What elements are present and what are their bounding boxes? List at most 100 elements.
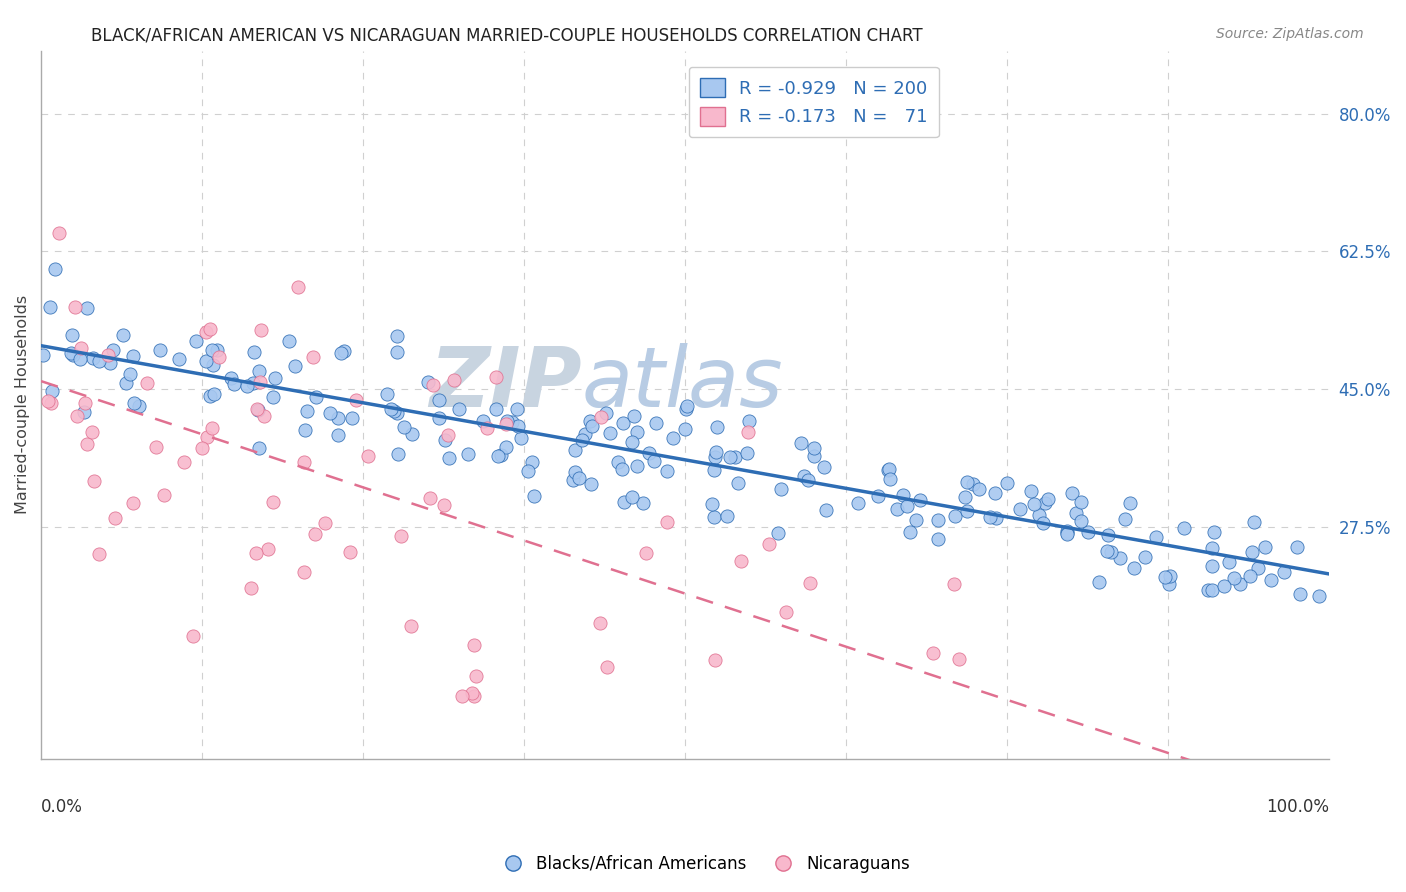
Point bbox=[571, 433, 593, 447]
Point bbox=[620, 434, 643, 449]
Point bbox=[69, 352, 91, 367]
Point bbox=[122, 396, 145, 410]
Point bbox=[737, 445, 759, 459]
Point bbox=[37, 394, 59, 409]
Point bbox=[910, 493, 932, 508]
Point bbox=[433, 498, 456, 512]
Point bbox=[97, 348, 120, 362]
Point bbox=[32, 348, 55, 362]
Point bbox=[704, 450, 727, 464]
Point bbox=[1056, 526, 1078, 541]
Point bbox=[904, 513, 927, 527]
Point bbox=[1099, 545, 1122, 559]
Point bbox=[610, 462, 633, 476]
Point bbox=[247, 441, 270, 455]
Point bbox=[115, 376, 138, 391]
Point bbox=[219, 370, 242, 384]
Point bbox=[1239, 569, 1261, 583]
Point bbox=[962, 476, 984, 491]
Point bbox=[967, 483, 990, 497]
Point bbox=[1243, 515, 1265, 529]
Point bbox=[1201, 583, 1223, 598]
Point bbox=[422, 378, 444, 392]
Text: atlas: atlas bbox=[582, 343, 783, 424]
Point bbox=[245, 546, 267, 560]
Point bbox=[517, 464, 540, 478]
Point bbox=[589, 409, 612, 424]
Point bbox=[495, 414, 517, 428]
Point bbox=[201, 343, 224, 358]
Point bbox=[1087, 574, 1109, 589]
Point bbox=[703, 510, 725, 524]
Point bbox=[995, 476, 1018, 491]
Text: Source: ZipAtlas.com: Source: ZipAtlas.com bbox=[1216, 27, 1364, 41]
Point bbox=[520, 455, 543, 469]
Point bbox=[1109, 550, 1132, 565]
Point bbox=[509, 431, 531, 445]
Point bbox=[167, 351, 190, 366]
Point bbox=[948, 652, 970, 666]
Point bbox=[1247, 560, 1270, 574]
Point bbox=[59, 346, 82, 360]
Point bbox=[803, 450, 825, 464]
Point bbox=[191, 442, 214, 456]
Point bbox=[419, 491, 441, 506]
Point bbox=[149, 343, 172, 358]
Point bbox=[675, 401, 697, 416]
Point bbox=[195, 325, 218, 339]
Point bbox=[1213, 579, 1236, 593]
Point bbox=[48, 226, 70, 240]
Point bbox=[1218, 555, 1240, 569]
Point bbox=[198, 389, 221, 403]
Point bbox=[250, 323, 273, 337]
Point bbox=[83, 474, 105, 488]
Point bbox=[201, 421, 224, 435]
Point bbox=[626, 458, 648, 473]
Point bbox=[813, 459, 835, 474]
Point bbox=[401, 427, 423, 442]
Point bbox=[461, 685, 484, 699]
Y-axis label: Married-couple Households: Married-couple Households bbox=[15, 295, 30, 515]
Point bbox=[329, 346, 352, 360]
Point bbox=[344, 392, 367, 407]
Point bbox=[202, 387, 225, 401]
Point bbox=[599, 425, 621, 440]
Point bbox=[60, 327, 83, 342]
Point bbox=[495, 440, 517, 454]
Point bbox=[262, 495, 284, 509]
Point bbox=[815, 503, 838, 517]
Point bbox=[633, 496, 655, 510]
Point bbox=[737, 425, 759, 439]
Point bbox=[1241, 545, 1264, 559]
Point bbox=[1122, 561, 1144, 575]
Point bbox=[389, 529, 412, 543]
Point bbox=[101, 343, 124, 357]
Point bbox=[1197, 582, 1219, 597]
Point bbox=[607, 455, 630, 469]
Point bbox=[181, 629, 204, 643]
Point bbox=[128, 399, 150, 413]
Point bbox=[1173, 521, 1195, 535]
Point bbox=[207, 343, 229, 358]
Point bbox=[700, 497, 723, 511]
Point bbox=[437, 428, 460, 442]
Point bbox=[382, 403, 405, 417]
Text: 100.0%: 100.0% bbox=[1265, 797, 1329, 815]
Point bbox=[1202, 525, 1225, 540]
Point bbox=[240, 581, 263, 595]
Point bbox=[589, 615, 612, 630]
Point bbox=[243, 345, 266, 359]
Point bbox=[879, 462, 901, 476]
Point bbox=[208, 350, 231, 364]
Point bbox=[145, 440, 167, 454]
Point bbox=[927, 513, 949, 527]
Point bbox=[439, 450, 461, 465]
Point bbox=[295, 403, 318, 417]
Point bbox=[416, 375, 439, 389]
Point bbox=[799, 576, 821, 591]
Point bbox=[485, 401, 508, 416]
Point bbox=[984, 486, 1007, 500]
Point bbox=[292, 565, 315, 579]
Point bbox=[152, 488, 174, 502]
Point bbox=[253, 409, 276, 423]
